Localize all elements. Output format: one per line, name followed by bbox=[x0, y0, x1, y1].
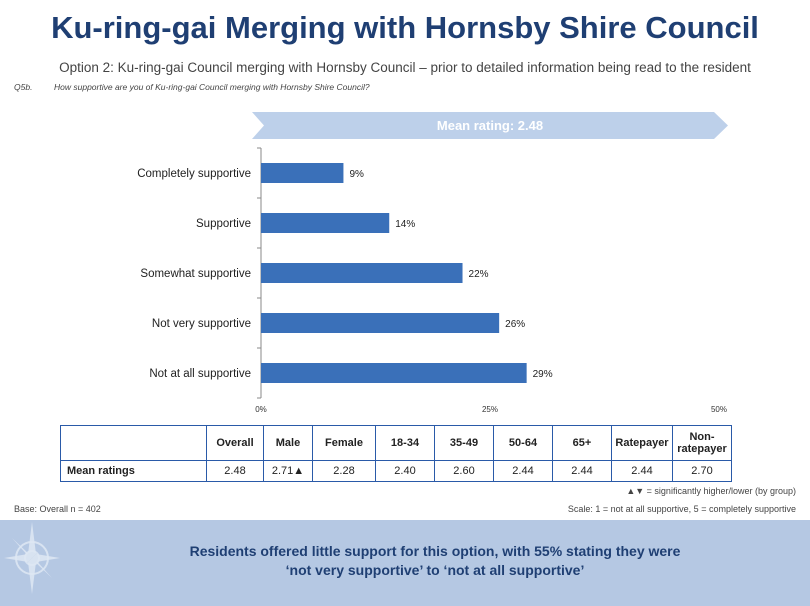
table-header-cell: Overall bbox=[206, 425, 264, 461]
category-label: Not at all supportive bbox=[149, 368, 251, 380]
table-header-cell: Female bbox=[312, 425, 376, 461]
footer-banner: Residents offered little support for thi… bbox=[0, 520, 810, 606]
table-header-row: Overall Male Female 18-34 35-49 50-64 65+ Ratep… bbox=[60, 425, 732, 461]
category-label: Somewhat supportive bbox=[140, 268, 251, 280]
banner-arrow-shape bbox=[252, 112, 728, 139]
table-header-text: Non- bbox=[689, 431, 715, 443]
question-text: How supportive are you of Ku-ring-gai Co… bbox=[54, 82, 370, 92]
table-header-cell: 65+ bbox=[552, 425, 612, 461]
x-tick-label: 25% bbox=[482, 405, 498, 414]
footer-line-2: ‘not very supportive’ to ‘not at all sup… bbox=[285, 562, 585, 578]
data-label: 9% bbox=[349, 169, 364, 180]
bar bbox=[261, 213, 390, 233]
question-id: Q5b. bbox=[14, 82, 33, 92]
table-cell: 2.44 bbox=[493, 460, 553, 482]
scale-note: Scale: 1 = not at all supportive, 5 = co… bbox=[567, 504, 796, 514]
page-subtitle: Option 2: Ku-ring-gai Council merging wi… bbox=[59, 60, 751, 75]
data-label: 14% bbox=[395, 219, 415, 230]
data-label: 22% bbox=[469, 269, 489, 280]
footer-text: Residents offered little support for thi… bbox=[90, 542, 780, 580]
x-tick-label: 0% bbox=[255, 405, 267, 414]
mean-rating-text: Mean rating: 2.48 bbox=[436, 118, 544, 133]
table-cell: 2.48 bbox=[206, 460, 264, 482]
table-header-text: 50-64 bbox=[508, 437, 538, 449]
category-label: Completely supportive bbox=[137, 168, 251, 180]
table-cell: 2.44 bbox=[611, 460, 673, 482]
table-header-text: 18-34 bbox=[390, 437, 420, 449]
table-corner-cell bbox=[60, 425, 207, 461]
category-label: Supportive bbox=[196, 218, 251, 230]
x-tick-label: 50% bbox=[711, 405, 727, 414]
table-cell: 2.71▲ bbox=[263, 460, 313, 482]
significance-note: ▲▼ = significantly higher/lower (by grou… bbox=[626, 486, 796, 496]
table-cell: 2.40 bbox=[375, 460, 435, 482]
mean-rating-banner: Mean rating: 2.48 bbox=[252, 112, 728, 139]
page-title: Ku-ring-gai Merging with Hornsby Shire C… bbox=[51, 10, 759, 45]
question-line: Q5b. How supportive are you of Ku-ring-ga… bbox=[14, 82, 370, 92]
table-header-text: Overall bbox=[216, 437, 254, 449]
table-cell: 2.44 bbox=[552, 460, 612, 482]
bar-chart: Completely supportive 9% Supportive 14% Some… bbox=[137, 147, 727, 414]
table-header-cell: Male bbox=[263, 425, 313, 461]
table-header-text: Male bbox=[275, 437, 301, 449]
data-label: 26% bbox=[505, 319, 525, 330]
table-header-cell: Ratepayer bbox=[611, 425, 673, 461]
table-header-text: Ratepayer bbox=[615, 437, 669, 449]
table-header-cell: 50-64 bbox=[493, 425, 553, 461]
table-row: Mean ratings 2.48 2.71▲ 2.28 2.40 2.60 2.44 2.… bbox=[60, 460, 732, 482]
table-cell: 2.28 bbox=[312, 460, 376, 482]
table-header-cell: 18-34 bbox=[375, 425, 435, 461]
table-header-text: 65+ bbox=[572, 437, 592, 449]
mean-ratings-table: Overall Male Female 18-34 35-49 50-64 65+ Ratep… bbox=[60, 425, 732, 482]
bar bbox=[261, 163, 344, 183]
table-header-cell: Non-ratepayer bbox=[672, 425, 732, 461]
bar bbox=[261, 263, 463, 283]
category-label: Not very supportive bbox=[152, 318, 251, 330]
compass-icon bbox=[4, 522, 60, 594]
bar bbox=[261, 363, 527, 383]
base-note: Base: Overall n = 402 bbox=[14, 504, 101, 514]
table-header-text: ratepayer bbox=[677, 443, 727, 455]
table-row-label: Mean ratings bbox=[60, 460, 207, 482]
table-cell: 2.60 bbox=[434, 460, 494, 482]
table-cell: 2.70 bbox=[672, 460, 732, 482]
footer-line-1: Residents offered little support for thi… bbox=[189, 543, 681, 559]
table-header-text: 35-49 bbox=[449, 437, 479, 449]
data-label: 29% bbox=[533, 369, 553, 380]
table-header-cell: 35-49 bbox=[434, 425, 494, 461]
bar bbox=[261, 313, 500, 333]
table-header-text: Female bbox=[325, 437, 363, 449]
